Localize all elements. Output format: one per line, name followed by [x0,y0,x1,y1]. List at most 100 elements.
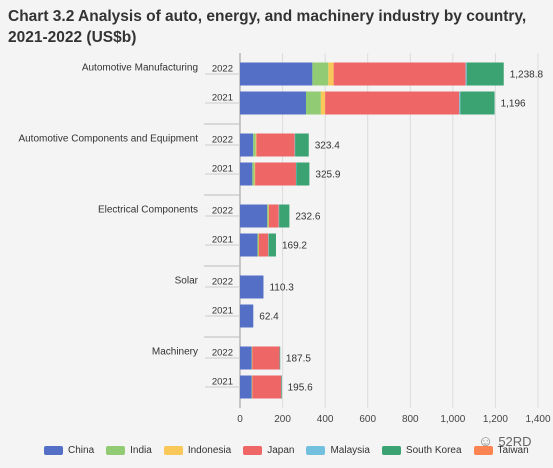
chart-legend: China India Indonesia Japan Malaysia South Ko… [44,445,541,456]
bar-segment-indonesia [328,62,334,86]
bar-segment-india [251,346,253,370]
bar-segment-japan [256,133,295,157]
bar-segment-china [240,375,252,399]
total-label: 1,196 [501,99,526,110]
bar-segment-indonesia [320,91,326,115]
category-label: Machinery [152,347,198,358]
total-label: 325.9 [315,170,340,181]
bar-segment-china [240,133,254,157]
legend-label: Japan [267,445,295,456]
total-label: 1,238.8 [510,70,544,81]
bar-segment-china [240,204,268,228]
legend-label: China [68,445,95,456]
bar-segment-south-korea [296,162,310,186]
wechat-icon: ☺ [478,433,494,450]
bar-segment-malaysia [465,62,467,86]
bar-segment-china [240,162,253,186]
legend-label: India [130,445,152,456]
legend-label: Malaysia [330,445,370,456]
bar-segment-japan [325,91,460,115]
bar-segment-india [267,204,269,228]
year-label: 2021 [212,306,233,317]
x-tick-label: 1,400 [525,414,550,425]
bar-segment-south-korea [466,62,504,86]
legend-item: South Korea [381,445,462,456]
bar-segment-malaysia [459,91,461,115]
x-tick-label: 0 [237,414,243,425]
bar-segment-malaysia [278,204,280,228]
legend-swatch [243,446,263,455]
bar-segment-china [240,62,313,86]
year-label: 2022 [212,206,233,217]
bar-segment-china [240,275,264,299]
total-label: 323.4 [315,141,340,152]
bar-segment-indonesia [268,204,270,228]
bar-segment-japan [252,375,282,399]
legend-item: Taiwan [473,445,529,456]
year-label: 2021 [212,93,233,104]
x-tick-label: 1,200 [483,414,508,425]
chart-title: Chart 3.2 Analysis of auto, energy, and … [8,8,527,46]
bar-segment-south-korea [279,204,290,228]
x-tick-label: 400 [317,414,334,425]
year-label: 2021 [212,377,233,388]
legend-item: China [44,445,94,456]
bar-segment-japan [252,346,280,370]
x-tick-label: 200 [274,414,291,425]
legend-label: South Korea [405,445,462,456]
bar-segment-india [251,375,253,399]
bar-segment-japan [255,162,296,186]
total-label: 110.3 [269,283,294,294]
year-label: 2022 [212,64,233,75]
bar-segment-indonesia [254,162,256,186]
x-tick-label: 1,000 [440,414,465,425]
legend-swatch [44,446,63,455]
total-label: 169.2 [282,241,307,252]
legend-swatch [306,446,326,455]
category-label: Automotive Manufacturing [82,63,198,74]
bar-segment-india [257,233,259,257]
x-tick-label: 600 [359,414,376,425]
bar-segment-india [253,133,256,157]
watermark: ☺ 52RD [478,433,532,450]
bar-segment-south-korea [268,233,276,257]
legend-item: Japan [243,445,294,456]
year-label: 2022 [212,348,233,359]
bar-segment-japan [268,204,279,228]
bar-segment-india [312,62,329,86]
legend-swatch [163,446,183,455]
legend-label: Indonesia [187,445,232,456]
bar-segment-japan [333,62,466,86]
bar-segment-indonesia [255,133,257,157]
bar-segment-china [240,91,306,115]
category-label: Solar [175,276,199,287]
bar-segment-south-korea [281,375,282,399]
year-label: 2022 [212,277,233,288]
bar-segment-indonesia [258,233,260,257]
bar-segment-japan [258,233,269,257]
total-label: 62.4 [259,312,279,323]
legend-item: India [106,445,152,456]
category-label: Electrical Components [98,205,198,216]
legend-swatch [381,446,401,455]
total-label: 187.5 [286,354,311,365]
watermark-text: 52RD [498,434,532,449]
legend-item: Malaysia [306,445,370,456]
bar-segment-china [240,304,254,328]
bar-segment-malaysia [295,162,297,186]
bar-segment-india [305,91,321,115]
legend-item: Indonesia [163,445,232,456]
legend-label: Taiwan [497,445,529,456]
category-label: Automotive Components and Equipment [18,134,198,145]
bar-segment-south-korea [279,346,281,370]
year-label: 2021 [212,235,233,246]
legend-swatch [473,446,493,455]
legend-swatch [106,446,126,455]
bar-segment-south-korea [295,133,309,157]
year-label: 2022 [212,135,233,146]
bar-segment-china [240,233,258,257]
bar-segment-malaysia [294,133,296,157]
total-label: 232.6 [295,212,320,223]
bar-segment-south-korea [460,91,495,115]
